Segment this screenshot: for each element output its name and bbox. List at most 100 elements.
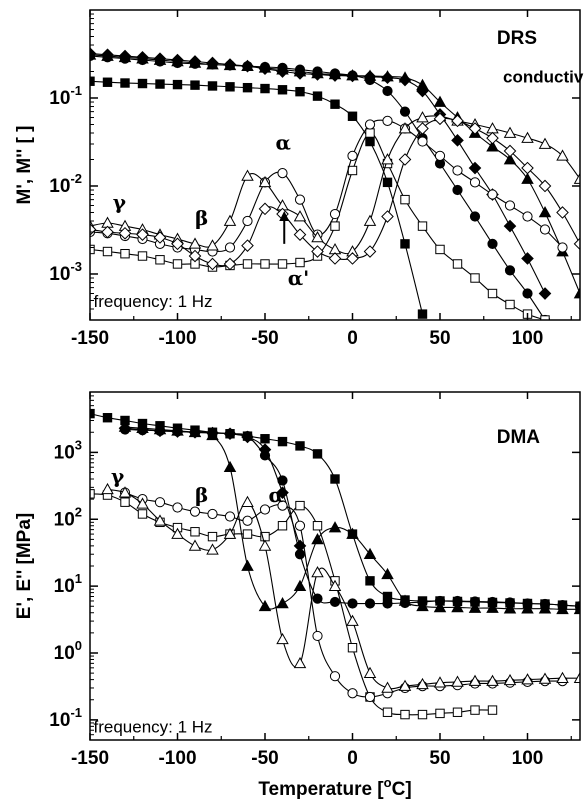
drs-data-point [328, 252, 342, 265]
drs-data-point [521, 172, 534, 184]
dma-data-point [241, 559, 254, 571]
drs-series-open-diamond [90, 112, 580, 271]
dma-data-point [172, 502, 183, 513]
drs-data-point [417, 309, 428, 319]
drs-data-point [433, 112, 447, 126]
dma-data-point [207, 531, 218, 542]
drs-data-point [504, 200, 516, 211]
dma-data-point [398, 679, 412, 691]
drs-y-tick-label: 10-1 [49, 83, 82, 109]
dma-data-point [277, 436, 288, 447]
dma-data-point [435, 708, 445, 719]
dma-data-point [468, 601, 482, 613]
dma-data-point [382, 598, 393, 609]
tick-exponent: 3 [75, 437, 82, 452]
dma-data-point [295, 500, 305, 511]
drs-data-point [538, 287, 552, 300]
dma-data-point [416, 677, 429, 690]
drs-data-point [469, 211, 481, 222]
drs-annotation: α' [288, 266, 310, 290]
drs-data-point [417, 136, 428, 147]
drs-data-point [241, 169, 254, 181]
drs-data-point [172, 259, 183, 269]
drs-data-point [557, 242, 568, 253]
drs-data-point [363, 214, 377, 226]
drs-data-point [258, 202, 272, 216]
dma-annotations: frequency: 1 Hz γ β α [94, 464, 284, 737]
dma-data-point [136, 421, 149, 434]
drs-data-point [381, 153, 394, 165]
dma-data-point [365, 576, 375, 586]
dma-series-line [107, 488, 580, 690]
tick-exponent: -2 [70, 171, 82, 186]
drs-data-point [101, 225, 114, 239]
drs-data-point [260, 83, 270, 94]
drs-data-point [522, 288, 533, 299]
drs-data-point [486, 140, 499, 152]
drs-data-point [118, 226, 132, 240]
dma-data-point [486, 674, 499, 686]
dma-data-point [416, 599, 429, 612]
tick-base: 10 [54, 442, 75, 463]
dma-data-point [259, 504, 271, 515]
dma-data-point [293, 579, 307, 591]
dma-data-point [312, 449, 323, 459]
dma-y-tick-label: 102 [54, 504, 82, 530]
drs-data-point [573, 172, 580, 184]
dma-panel-title: DMA [497, 427, 541, 448]
dma-series-line [124, 426, 580, 610]
dma-data-point [417, 709, 428, 720]
drs-annotation: α [276, 130, 291, 154]
dma-data-point [398, 594, 412, 606]
dma-x-tick-label: -150 [71, 748, 109, 769]
drs-data-point [241, 59, 254, 71]
drs-x-axis: -150 -100 -50 0 50 100 [71, 10, 572, 349]
drs-data-point [206, 257, 219, 271]
drs-data-point [416, 122, 429, 135]
dma-y-tick-label: 100 [54, 638, 82, 664]
x-title-suffix: C] [392, 779, 412, 800]
drs-data-point [521, 161, 534, 175]
drs-data-point [451, 114, 464, 128]
dma-data-point [312, 630, 323, 642]
drs-annotation: conductivity [503, 68, 584, 87]
drs-data-point [347, 111, 358, 121]
dma-data-point [276, 486, 289, 499]
tick-base: 10 [54, 509, 75, 530]
drs-data-point [136, 52, 149, 64]
dma-data-point [242, 515, 253, 526]
dma-x-tick-label: -50 [251, 748, 278, 769]
drs-data-point [346, 252, 359, 265]
dma-data-point [364, 691, 376, 703]
tick-exponent: -3 [70, 259, 82, 274]
dma-data-point [363, 666, 377, 678]
drs-data-point [153, 231, 167, 244]
drs-data-point [365, 128, 375, 138]
dma-data-point [241, 430, 254, 444]
drs-data-point [260, 259, 270, 269]
drs-x-tick-label: -50 [251, 328, 278, 349]
dma-series-line [124, 492, 563, 698]
drs-data-point [487, 189, 498, 200]
dma-data-point [556, 671, 569, 684]
drs-data-point [330, 99, 340, 109]
drs-plot-frame [89, 9, 581, 321]
dma-data-point [224, 511, 236, 522]
drs-data-point [120, 78, 130, 88]
drs-data-point [171, 55, 184, 67]
drs-y-axis-title: M', M'' [ ] [14, 126, 35, 205]
drs-data-point [312, 91, 323, 101]
drs-data-point [311, 67, 324, 79]
dma-data-point [330, 474, 340, 484]
drs-data-point [329, 208, 341, 220]
drs-data-point [277, 85, 288, 95]
dma-data-point [171, 527, 184, 539]
dma-x-axis-title: Temperature [oC] [258, 775, 411, 800]
drs-x-tick-label: -150 [71, 328, 109, 349]
drs-data-point [398, 153, 412, 166]
drs-y-tick-label: 10-3 [49, 259, 82, 285]
dma-data-point [190, 527, 200, 537]
dma-data-point [451, 675, 464, 687]
